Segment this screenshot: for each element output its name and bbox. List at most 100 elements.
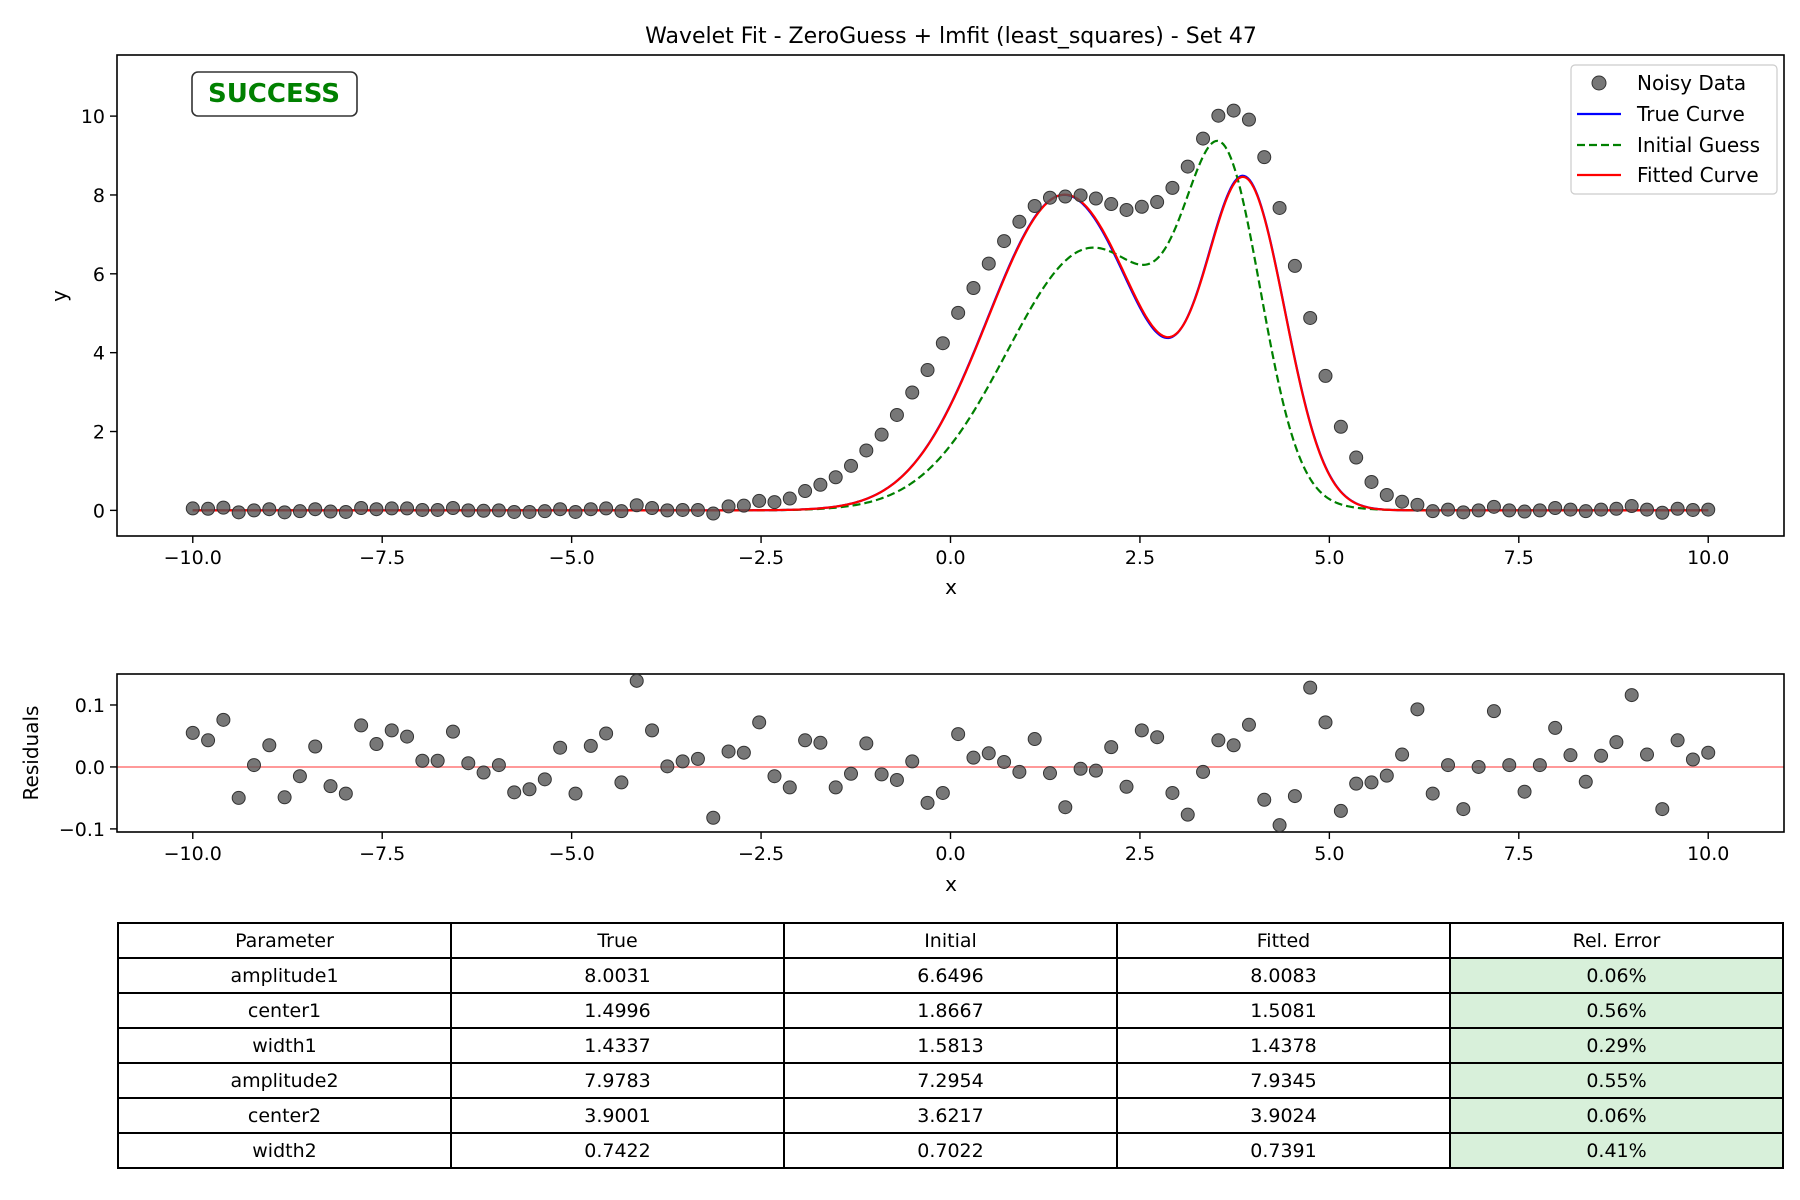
residual-point	[292, 769, 307, 784]
table-cell: 1.4378	[1116, 1027, 1451, 1064]
noisy-data-point	[629, 498, 644, 513]
residual-point	[889, 772, 904, 787]
residual-point	[920, 795, 935, 810]
noisy-data-point	[308, 502, 323, 517]
table-cell: width1	[117, 1027, 452, 1064]
residuals-y-axis-label: Residuals	[19, 706, 43, 801]
noisy-data-point	[476, 503, 491, 518]
legend-initial-guess-label: Initial Guess	[1637, 133, 1760, 157]
residual-point	[338, 786, 353, 801]
status-badge: SUCCESS	[191, 71, 358, 117]
x-tick-label: −2.5	[738, 547, 784, 569]
noisy-data-point	[1241, 112, 1256, 127]
true-curve-line	[192, 174, 1709, 512]
residual-point	[568, 786, 583, 801]
residual-point	[507, 785, 522, 800]
table-row: amplitude1 8.0031 6.6496 8.0083 0.06%	[117, 957, 1784, 994]
residual-point	[859, 736, 874, 751]
residual-point	[1364, 775, 1379, 790]
noisy-data-point	[1027, 199, 1042, 214]
noisy-data-point	[323, 504, 338, 519]
column-header: Rel. Error	[1449, 922, 1784, 959]
residual-point	[1180, 807, 1195, 822]
residual-point	[1287, 789, 1302, 804]
noisy-data-point	[1287, 258, 1302, 273]
table-cell: 1.4996	[450, 992, 785, 1029]
residual-point	[1196, 764, 1211, 779]
y-tick-label: 4	[93, 343, 105, 365]
noisy-data-point	[920, 363, 935, 378]
noisy-data-point	[1073, 188, 1088, 203]
x-tick-label: 10.0	[1687, 547, 1729, 569]
table-row: center2 3.9001 3.6217 3.9024 0.06%	[117, 1097, 1784, 1134]
residual-point	[1563, 748, 1578, 763]
residual-point	[1532, 758, 1547, 773]
residual-point	[1104, 740, 1119, 755]
noisy-data-point	[981, 256, 996, 271]
noisy-data-point	[384, 501, 399, 516]
main-chart-title: Wavelet Fit - ZeroGuess + lmfit (least_s…	[645, 24, 1257, 49]
table-row: width1 1.4337 1.5813 1.4378 0.29%	[117, 1027, 1784, 1064]
noisy-data-point	[1640, 502, 1655, 517]
noisy-data-point	[1349, 450, 1364, 465]
noisy-data-point	[1486, 499, 1501, 514]
table-row: amplitude2 7.9783 7.2954 7.9345 0.55%	[117, 1062, 1784, 1099]
noisy-data-point	[1563, 502, 1578, 517]
status-label: SUCCESS	[208, 79, 340, 109]
residual-point	[1073, 761, 1088, 776]
rel-error-cell: 0.41%	[1449, 1132, 1784, 1169]
x-tick-label: −2.5	[738, 843, 784, 865]
residual-point	[1594, 748, 1609, 763]
residual-point	[828, 780, 843, 795]
residual-point	[384, 723, 399, 738]
residual-point	[1701, 745, 1716, 760]
noisy-data-point	[1333, 419, 1348, 434]
residual-point	[844, 766, 859, 781]
noisy-data-point	[246, 503, 261, 518]
noisy-data-point	[874, 427, 889, 442]
table-cell: 0.7391	[1116, 1132, 1451, 1169]
main-curves	[192, 139, 1709, 512]
noisy-data-point	[1088, 191, 1103, 206]
rel-error-cell: 0.55%	[1449, 1062, 1784, 1099]
residual-point	[1012, 764, 1027, 779]
noisy-data-point	[889, 407, 904, 422]
y-tick-label: 10	[81, 106, 105, 128]
rel-error-cell: 0.56%	[1449, 992, 1784, 1029]
rel-error-cell: 0.29%	[1449, 1027, 1784, 1064]
noisy-data-point	[1104, 197, 1119, 212]
table-cell: 7.9345	[1116, 1062, 1451, 1099]
noisy-data-point	[507, 504, 522, 519]
column-header: Initial	[783, 922, 1118, 959]
residual-point	[1456, 802, 1471, 817]
table-row: width2 0.7422 0.7022 0.7391 0.41%	[117, 1132, 1784, 1169]
rel-error-cell: 0.06%	[1449, 1097, 1784, 1134]
noisy-data-point	[767, 495, 782, 510]
residual-point	[185, 725, 200, 740]
legend-fitted-curve-label: Fitted Curve	[1637, 163, 1759, 187]
noisy-data-point	[231, 505, 246, 520]
noisy-data-point	[736, 498, 751, 513]
noisy-data-point	[645, 501, 660, 516]
noisy-data-point	[400, 501, 415, 516]
residual-point	[430, 753, 445, 768]
noisy-data-point	[1548, 501, 1563, 516]
noisy-data-point	[1624, 499, 1639, 514]
noisy-data-point	[1655, 505, 1670, 520]
x-tick-label: 2.5	[1125, 843, 1155, 865]
legend-true-curve-label: True Curve	[1636, 102, 1745, 126]
residual-point	[1058, 800, 1073, 815]
residual-point	[1088, 763, 1103, 778]
noisy-data-point	[905, 385, 920, 400]
y-tick-label: 8	[93, 185, 105, 207]
residual-point	[1410, 702, 1425, 717]
residual-point	[246, 758, 261, 773]
y-tick-label: 2	[93, 422, 105, 444]
residuals-y-ticks: −0.1 0.0 0.1	[59, 695, 117, 841]
x-tick-label: 2.5	[1125, 547, 1155, 569]
residual-point	[981, 746, 996, 761]
residual-point	[553, 740, 568, 755]
residual-points	[185, 673, 1716, 833]
noisy-data-point	[1165, 180, 1180, 195]
noisy-data-point	[1226, 103, 1241, 118]
